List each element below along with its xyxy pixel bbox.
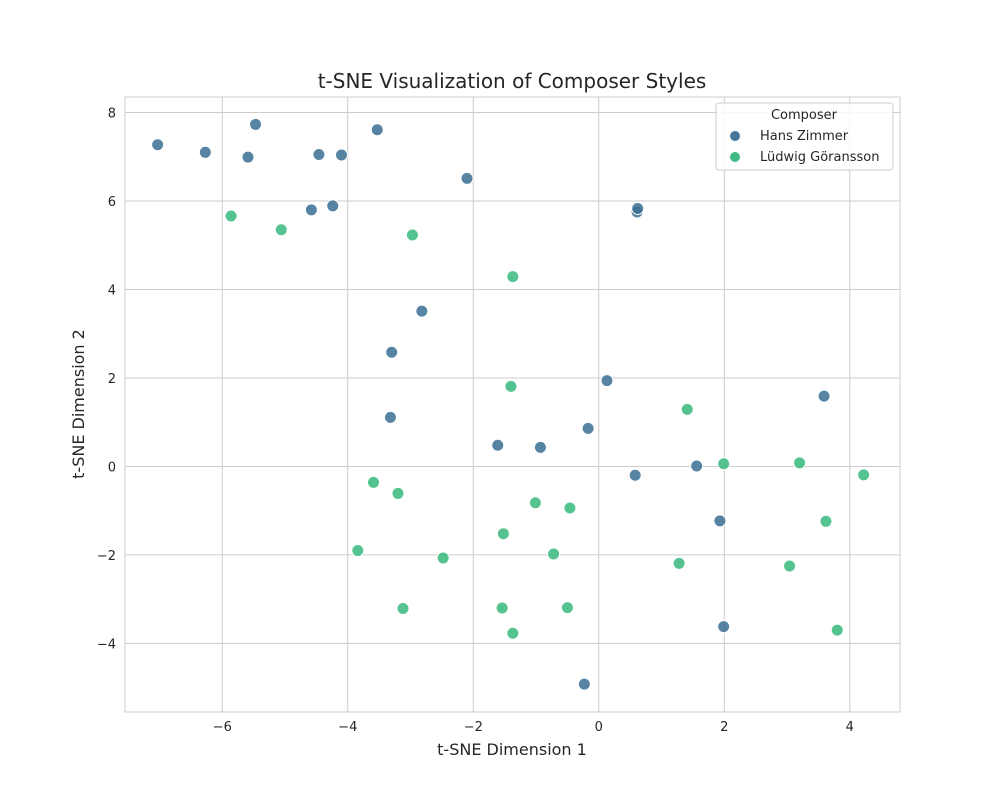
- scatter-point: [560, 601, 574, 615]
- scatter-point: [690, 459, 704, 473]
- scatter-point: [396, 601, 410, 615]
- scatter-point: [198, 145, 212, 159]
- y-tick-label: 8: [108, 106, 116, 121]
- scatter-point: [351, 544, 365, 558]
- x-tick-label: 4: [846, 720, 854, 735]
- y-tick-label: 6: [108, 195, 116, 210]
- scatter-point: [830, 623, 844, 637]
- scatter-point: [717, 620, 731, 634]
- scatter-point: [495, 601, 509, 615]
- x-tick-label: 0: [595, 720, 603, 735]
- y-axis-label: t-SNE Dimension 2: [69, 329, 88, 479]
- chart-title: t-SNE Visualization of Composer Styles: [318, 69, 707, 93]
- scatter-point: [672, 556, 686, 570]
- series-hans-zimmer: [151, 117, 831, 691]
- scatter-point: [415, 304, 429, 318]
- x-axis-ticks: −6 −4 −2 0 2 4: [213, 720, 854, 735]
- scatter-point: [506, 270, 520, 284]
- scatter-point: [793, 456, 807, 470]
- scatter-point: [385, 345, 399, 359]
- y-tick-label: 0: [108, 460, 116, 475]
- legend: Composer Hans Zimmer Lüdwig Göransson: [715, 102, 894, 171]
- scatter-point: [460, 171, 474, 185]
- scatter-point: [600, 374, 614, 388]
- scatter-point: [436, 551, 450, 565]
- scatter-point: [817, 389, 831, 403]
- scatter-point: [506, 626, 520, 640]
- scatter-point: [628, 468, 642, 482]
- scatter-point: [304, 203, 318, 217]
- scatter-point: [547, 547, 561, 561]
- plot-area-frame: [124, 96, 901, 713]
- x-tick-label: 2: [720, 720, 728, 735]
- scatter-point: [504, 379, 518, 393]
- legend-label-ludwig-goransson: Lüdwig Göransson: [760, 150, 879, 165]
- x-axis-label: t-SNE Dimension 1: [437, 740, 587, 759]
- scatter-point: [367, 475, 381, 489]
- scatter-point: [528, 496, 542, 510]
- legend-marker-hans-zimmer: [730, 131, 740, 141]
- legend-marker-ludwig-goransson: [730, 152, 740, 162]
- x-tick-label: −4: [338, 720, 357, 735]
- scatter-point: [563, 501, 577, 515]
- scatter-point: [783, 559, 797, 573]
- scatter-point: [334, 148, 348, 162]
- scatter-point: [713, 514, 727, 528]
- legend-label-hans-zimmer: Hans Zimmer: [760, 129, 849, 144]
- y-axis-ticks: −4 −2 0 2 4 6 8: [97, 106, 116, 652]
- scatter-point: [370, 123, 384, 137]
- scatter-point: [819, 514, 833, 528]
- scatter-point: [857, 468, 871, 482]
- scatter-point: [312, 148, 326, 162]
- scatter-point: [496, 527, 510, 541]
- y-tick-label: −4: [97, 637, 116, 652]
- y-tick-label: −2: [97, 549, 116, 564]
- scatter-point: [577, 677, 591, 691]
- scatter-point: [391, 486, 405, 500]
- scatter-point: [533, 440, 547, 454]
- scatter-point: [224, 209, 238, 223]
- legend-title: Composer: [771, 108, 838, 123]
- scatter-point: [405, 228, 419, 242]
- scatter-point: [326, 199, 340, 213]
- scatter-point: [717, 457, 731, 471]
- scatter-point: [274, 223, 288, 237]
- scatter-point: [241, 150, 255, 164]
- x-tick-label: −2: [464, 720, 483, 735]
- scatter-point: [581, 421, 595, 435]
- y-tick-label: 2: [108, 372, 116, 387]
- y-tick-label: 4: [108, 283, 116, 298]
- scatter-point: [249, 117, 263, 131]
- scatter-point: [151, 138, 165, 152]
- series-ludwig-goransson: [224, 209, 871, 640]
- scatter-point: [631, 201, 645, 215]
- scatter-point: [680, 402, 694, 416]
- scatter-point: [491, 438, 505, 452]
- legend-box: [715, 102, 894, 171]
- x-tick-label: −6: [213, 720, 232, 735]
- data-points: [151, 117, 871, 691]
- scatter-point: [383, 410, 397, 424]
- grid-lines: [125, 97, 900, 712]
